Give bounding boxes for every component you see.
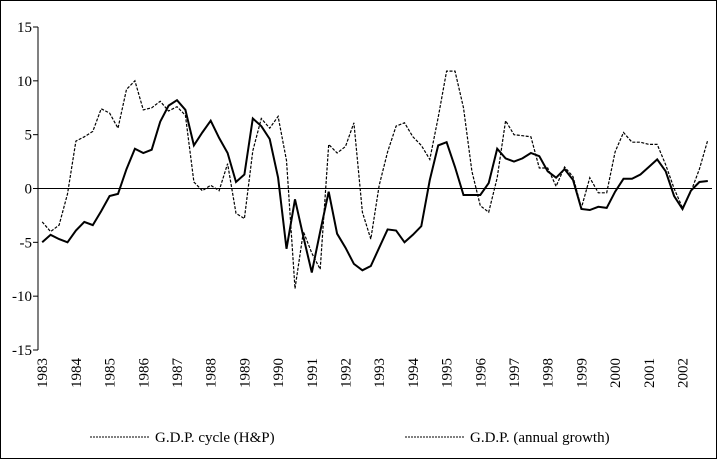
y-tick-label: -10 bbox=[12, 289, 32, 305]
x-tick-label: 1999 bbox=[574, 358, 590, 388]
x-tick-label: 1987 bbox=[170, 358, 186, 389]
legend-label: G.D.P. (annual growth) bbox=[470, 430, 610, 446]
x-tick-label: 1989 bbox=[237, 358, 253, 388]
x-tick-label: 1990 bbox=[271, 358, 287, 388]
y-tick-label: 15 bbox=[17, 20, 32, 36]
series-line bbox=[41, 70, 709, 289]
x-tick-label: 1986 bbox=[136, 358, 152, 389]
x-tick-label: 1984 bbox=[69, 358, 85, 389]
series-line bbox=[41, 98, 708, 273]
x-tick-label: 1992 bbox=[339, 358, 355, 388]
x-tick-label: 1995 bbox=[440, 358, 456, 388]
x-tick-label: 1998 bbox=[541, 358, 557, 388]
x-tick-label: 2001 bbox=[642, 358, 658, 388]
x-tick-label: 1994 bbox=[406, 358, 422, 389]
x-tick-label: 1988 bbox=[204, 358, 220, 388]
x-tick-label: 2002 bbox=[676, 358, 692, 388]
y-tick-label: 5 bbox=[25, 128, 33, 144]
x-tick-label: 1991 bbox=[305, 358, 321, 388]
x-tick-label: 2000 bbox=[608, 358, 624, 388]
legend-label: G.D.P. cycle (H&P) bbox=[155, 430, 275, 446]
y-tick-label: 0 bbox=[25, 182, 33, 198]
x-tick-label: 1996 bbox=[473, 358, 489, 389]
y-tick-label: -15 bbox=[12, 343, 32, 359]
x-tick-label: 1997 bbox=[507, 358, 523, 389]
x-tick-label: 1983 bbox=[35, 358, 51, 388]
y-tick-label: -5 bbox=[20, 235, 33, 251]
x-tick-label: 1993 bbox=[372, 358, 388, 388]
y-tick-label: 10 bbox=[17, 74, 32, 90]
x-tick-label: 1985 bbox=[103, 358, 119, 388]
